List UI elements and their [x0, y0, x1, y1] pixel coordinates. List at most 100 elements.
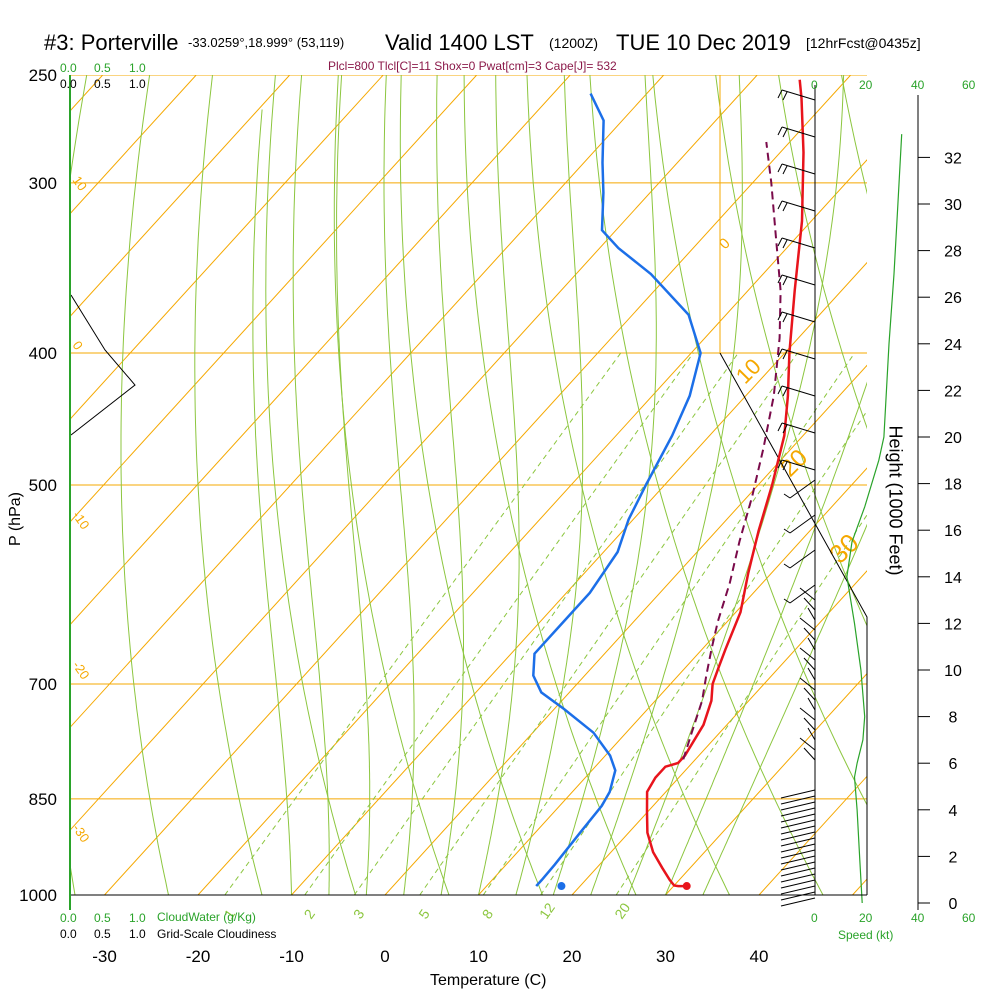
moist-adiabat [627, 75, 845, 895]
moist-adiabat [252, 109, 292, 895]
speed-tick-top-0: 0 [811, 78, 818, 92]
valid-time: Valid 1400 LST [385, 30, 534, 55]
isotherm-line [197, 159, 867, 895]
isotherm-label: 10 [70, 173, 91, 193]
dry-adiabat [463, 75, 637, 895]
temperature-tick-label: -10 [279, 947, 304, 966]
wind-barb [803, 627, 816, 641]
moist-adiabat [383, 75, 415, 895]
speed-axis-label: Speed (kt) [838, 928, 894, 942]
dry-adiabat [194, 75, 263, 895]
wind-barb [780, 879, 816, 889]
dry-adiabat [333, 75, 450, 895]
station-coords: -33.0259°,18.999° (53,119) [188, 35, 345, 50]
height-axis-label: Height (1000 Feet) [885, 425, 906, 576]
isotherm-line [478, 467, 867, 895]
wind-barb [799, 647, 816, 661]
speed-tick-bottom-1: 20 [859, 911, 873, 925]
hodograph-box [70, 75, 868, 895]
speed-tick-top-3: 60 [962, 78, 976, 92]
wind-barb [780, 801, 816, 811]
wind-barb [780, 897, 816, 907]
moist-adiabat [590, 75, 743, 895]
moist-adiabat [336, 75, 371, 895]
temperature-tick-label: 20 [563, 947, 582, 966]
wind-barb [780, 807, 816, 817]
moist-adiabat [702, 523, 867, 895]
height-tick-label: 30 [944, 197, 962, 214]
pressure-tick-label: 300 [29, 174, 57, 193]
moist-adiabat [515, 75, 584, 895]
wind-barb [803, 687, 816, 701]
mixing-ratio-lines [224, 352, 867, 895]
isotherm-line [104, 75, 852, 895]
isotherm-line [71, 75, 478, 522]
wind-barb [780, 795, 816, 805]
wind-barb [780, 843, 816, 853]
wind-barb [780, 855, 816, 865]
speed-panel-boundary [719, 352, 868, 895]
height-tick-label: 8 [949, 710, 958, 727]
temperature-tick-label: -30 [92, 947, 117, 966]
wind-barb [777, 385, 816, 397]
wind-barb [803, 747, 816, 761]
wind-barb [780, 861, 816, 871]
temperature-line [645, 79, 805, 888]
speed-tick-top-2: 40 [911, 78, 925, 92]
dry-adiabat [399, 75, 543, 895]
wind-barb [777, 163, 816, 175]
cloudwater-label: CloudWater (g/Kg) [157, 910, 256, 924]
wind-barb [783, 584, 816, 604]
wind-barb [780, 849, 816, 859]
moist-adiabat [436, 75, 464, 895]
height-tick-label: 6 [949, 756, 958, 773]
wind-barb [780, 867, 816, 877]
station-title: #3: Porterville [44, 30, 179, 55]
height-tick-label: 14 [944, 570, 962, 587]
isotherm-line [71, 75, 291, 317]
wind-barb [803, 657, 816, 671]
pressure-tick-label: 850 [29, 790, 57, 809]
cloudwater-tick-top-0: 0.0 [60, 61, 77, 75]
profile-lines [532, 79, 805, 891]
wind-barb [807, 607, 816, 621]
dewpoint-line [532, 93, 702, 887]
speed-tick-bottom-0: 0 [811, 911, 818, 925]
speed-tick-top-1: 20 [859, 78, 873, 92]
wind-barb [777, 126, 816, 138]
wind-barb [799, 677, 816, 691]
isotherm-line [291, 261, 867, 895]
cloudiness-tick-bottom-1: 0.5 [94, 927, 111, 941]
wind-barb [799, 587, 816, 601]
isotherm-line [71, 75, 571, 625]
height-tick-label: 32 [944, 150, 962, 167]
cloudiness-tick-top-0: 0.0 [60, 77, 77, 91]
cloudiness-tick-top-1: 0.5 [94, 77, 111, 91]
cloudwater-tick-bottom-0: 0.0 [60, 911, 77, 925]
wind-barb [780, 819, 816, 829]
wind-barb [799, 707, 816, 721]
height-tick-label: 16 [944, 523, 962, 540]
moist-adiabat [478, 75, 520, 895]
speed-tick-bottom-2: 40 [911, 911, 925, 925]
surface-dewpoint-marker [557, 882, 566, 891]
wind-barb [807, 727, 816, 741]
wind-barb [777, 348, 816, 360]
cloudiness-profile [70, 294, 136, 436]
mixing-ratio-line [304, 352, 694, 895]
wind-barb [780, 837, 816, 847]
isotherm-line [384, 364, 867, 895]
height-tick-label: 10 [944, 663, 962, 680]
wind-barb [780, 873, 816, 883]
dry-adiabat [120, 75, 169, 895]
isotherm-line [665, 672, 867, 895]
isotherm-line [571, 570, 867, 895]
wind-barb [780, 831, 816, 841]
wind-barb [803, 717, 816, 731]
surface-temperature-marker [682, 882, 691, 891]
temperature-tick-label: 0 [380, 947, 389, 966]
wind-barb [807, 667, 816, 681]
mixing-ratio-line [615, 514, 867, 895]
